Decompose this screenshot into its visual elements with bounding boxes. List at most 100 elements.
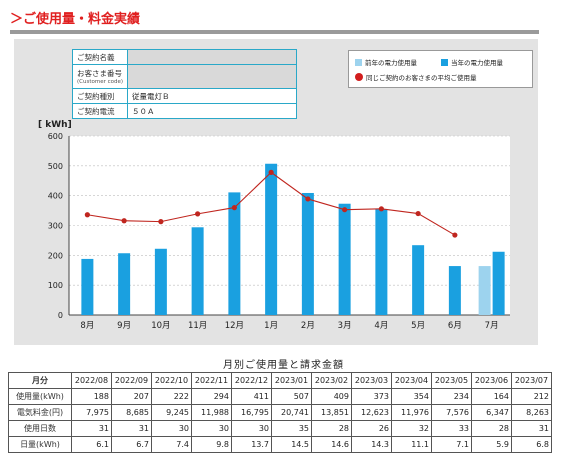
table-cell: 207 <box>111 388 152 405</box>
table-month-header: 2023/04 <box>391 372 432 389</box>
table-row-label: 日量(kWh) <box>8 436 72 453</box>
x-tick-label: 9月 <box>117 321 131 331</box>
y-tick-label: 200 <box>48 251 63 260</box>
table-cell: 28 <box>311 420 352 437</box>
table-cell: 7.4 <box>151 436 192 453</box>
table-cell: 11,988 <box>191 404 232 421</box>
monthly-usage-table: 月分 2022/08 2022/09 2022/10 2022/11 2022/12 202… <box>8 372 552 453</box>
table-cell: 409 <box>311 388 352 405</box>
page-title: ＞ご使用量・料金実績 <box>10 12 141 27</box>
table-cell: 507 <box>271 388 312 405</box>
table-cell: 30 <box>191 420 232 437</box>
x-tick-label: 11月 <box>188 321 207 331</box>
table-cell: 7,975 <box>71 404 112 421</box>
table-row-label: 電気料金(円) <box>8 404 72 421</box>
y-tick-label: 500 <box>48 162 63 171</box>
table-cell: 31 <box>71 420 112 437</box>
x-tick-label: 8月 <box>80 321 94 331</box>
customer-code-value <box>127 64 298 89</box>
table-month-header: 2022/10 <box>151 372 192 389</box>
table-cell: 9,245 <box>151 404 192 421</box>
y-tick-label: 400 <box>48 192 63 201</box>
table-row: 日量(kWh) 6.1 6.7 7.4 9.8 13.7 14.5 14.6 14.3 11.1 7… <box>8 436 552 453</box>
table-cell: 16,795 <box>231 404 272 421</box>
x-tick-label: 10月 <box>151 321 170 331</box>
table-row: 使用量(kWh) 188 207 222 294 411 507 409 373 354 234 16… <box>8 388 552 405</box>
table-month-header: 2023/02 <box>311 372 352 389</box>
bar-this-year <box>301 192 314 315</box>
table-cell: 411 <box>231 388 272 405</box>
table-cell: 28 <box>471 420 512 437</box>
legend-prev-year-swatch <box>355 58 362 66</box>
average-point <box>415 210 421 217</box>
x-tick-label: 6月 <box>448 321 462 331</box>
table-month-header: 2022/08 <box>71 372 112 389</box>
average-point <box>305 196 311 202</box>
table-row: 電気料金(円) 7,975 8,685 9,245 11,988 16,795 20,741… <box>8 404 552 421</box>
header-divider <box>10 30 539 34</box>
customer-code-sublabel: (Customer code) <box>77 78 124 85</box>
contract-type-value: 従量電灯Ｂ <box>127 88 298 104</box>
table-row-label: 使用量(kWh) <box>8 388 72 405</box>
legend-prev-year: 前年の電力使用量 <box>355 57 417 67</box>
bar-this-year <box>118 253 131 315</box>
table-row-label: 使用日数 <box>8 420 72 437</box>
table-cell: 30 <box>151 420 192 437</box>
contract-row-customer: お客さま番号 (Customer code) <box>71 64 298 89</box>
average-point <box>158 219 164 225</box>
average-point <box>121 218 127 224</box>
legend-this-year-label: 当年の電力使用量 <box>451 59 503 67</box>
legend-average-label: 同じご契約のお客さまの平均ご使用量 <box>366 74 477 82</box>
table-cell: 9.8 <box>191 436 232 453</box>
average-point <box>452 232 458 238</box>
y-tick-label: 0 <box>58 311 63 320</box>
table-title: 月別ご使用量と請求金額 <box>223 360 344 371</box>
average-point <box>195 211 201 217</box>
table-cell: 5.9 <box>471 436 512 453</box>
table-cell: 13.7 <box>231 436 272 453</box>
table-cell: 14.3 <box>351 436 392 453</box>
table-cell: 6,347 <box>471 404 512 421</box>
table-cell: 31 <box>511 420 552 437</box>
bar-this-year <box>375 209 388 315</box>
table-cell: 354 <box>391 388 432 405</box>
table-month-header: 2022/12 <box>231 372 272 389</box>
table-cell: 7,576 <box>431 404 472 421</box>
legend-average: 同じご契約のお客さまの平均ご使用量 <box>355 72 477 82</box>
table-cell: 13,851 <box>311 404 352 421</box>
table-cell: 6.7 <box>111 436 152 453</box>
table-month-header: 2023/03 <box>351 372 392 389</box>
bar-this-year <box>191 227 204 315</box>
contract-name-label: ご契約名義 <box>71 49 129 65</box>
average-point <box>378 206 384 212</box>
table-month-header: 2023/05 <box>431 372 472 389</box>
table-cell: 8,263 <box>511 404 552 421</box>
table-cell: 35 <box>271 420 312 437</box>
y-tick-label: 600 <box>48 132 63 141</box>
table-month-header: 2022/09 <box>111 372 152 389</box>
table-cell: 30 <box>231 420 272 437</box>
x-tick-label: 1月 <box>264 321 278 331</box>
table-header-row: 月分 2022/08 2022/09 2022/10 2022/11 2022/12 202… <box>8 372 552 389</box>
bar-this-year <box>81 258 94 315</box>
bar-this-year <box>492 251 505 315</box>
table-cell: 31 <box>111 420 152 437</box>
x-tick-label: 3月 <box>338 321 352 331</box>
table-cell: 164 <box>471 388 512 405</box>
bar-this-year <box>154 248 167 315</box>
bar-this-year <box>448 266 461 315</box>
table-month-header: 2022/11 <box>191 372 232 389</box>
table-row: 使用日数 31 31 30 30 30 35 28 26 32 33 28 31 <box>8 420 552 437</box>
table-cell: 26 <box>351 420 392 437</box>
contract-row-current: ご契約電流 ５０Ａ <box>71 103 298 119</box>
bar-this-year <box>265 163 278 315</box>
bar-this-year <box>228 192 241 315</box>
table-month-header: 2023/01 <box>271 372 312 389</box>
customer-code-label: お客さま番号 <box>77 68 122 78</box>
y-tick-label: 100 <box>48 281 63 290</box>
table-cell: 11.1 <box>391 436 432 453</box>
table-header-label: 月分 <box>8 372 72 389</box>
x-tick-label: 12月 <box>225 321 244 331</box>
x-tick-label: 2月 <box>301 321 315 331</box>
bar-this-year <box>338 203 351 315</box>
